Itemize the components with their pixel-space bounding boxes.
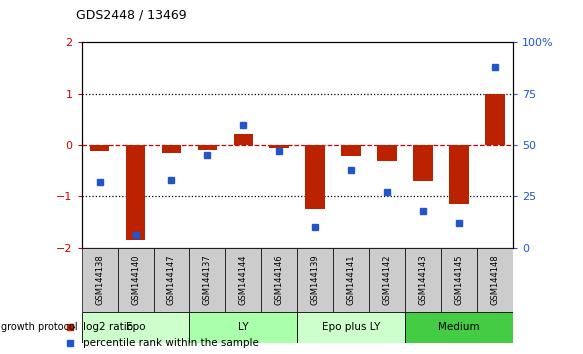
Text: GSM144138: GSM144138 [95,254,104,305]
Text: GSM144147: GSM144147 [167,254,176,305]
Text: growth protocol: growth protocol [1,322,78,332]
Bar [90,145,110,151]
Text: GSM144142: GSM144142 [382,255,392,305]
Bar [449,145,469,204]
Bar [189,312,297,343]
Bar [118,248,153,312]
Text: GSM144143: GSM144143 [419,254,428,305]
Bar [369,248,405,312]
Text: GSM144148: GSM144148 [490,254,500,305]
Bar [477,248,513,312]
Text: log2 ratio: log2 ratio [83,322,133,332]
Text: GDS2448 / 13469: GDS2448 / 13469 [76,8,187,21]
Bar [261,248,297,312]
Bar [305,145,325,209]
Bar [342,145,361,156]
Bar [377,145,397,161]
Bar [226,248,261,312]
Text: GSM144141: GSM144141 [347,255,356,305]
Bar [413,145,433,181]
Bar [126,145,145,240]
Text: GSM144139: GSM144139 [311,254,320,305]
Bar [153,248,189,312]
Bar [405,248,441,312]
Bar [485,94,505,145]
Text: GSM144146: GSM144146 [275,254,284,305]
Text: GSM144137: GSM144137 [203,254,212,305]
Bar [82,312,189,343]
Bar [161,145,181,153]
Bar [234,134,253,145]
Text: Medium: Medium [438,322,480,332]
Bar [333,248,369,312]
Text: Epo: Epo [126,322,145,332]
Bar [297,312,405,343]
Bar [297,248,333,312]
Text: LY: LY [238,322,249,332]
Bar [441,248,477,312]
Bar [405,312,513,343]
Text: Epo plus LY: Epo plus LY [322,322,381,332]
Text: GSM144140: GSM144140 [131,255,140,305]
Bar [198,145,217,150]
Bar [189,248,226,312]
Text: percentile rank within the sample: percentile rank within the sample [83,338,259,348]
Bar [82,248,118,312]
Bar [269,145,289,148]
Text: GSM144145: GSM144145 [455,255,463,305]
Text: GSM144144: GSM144144 [239,255,248,305]
